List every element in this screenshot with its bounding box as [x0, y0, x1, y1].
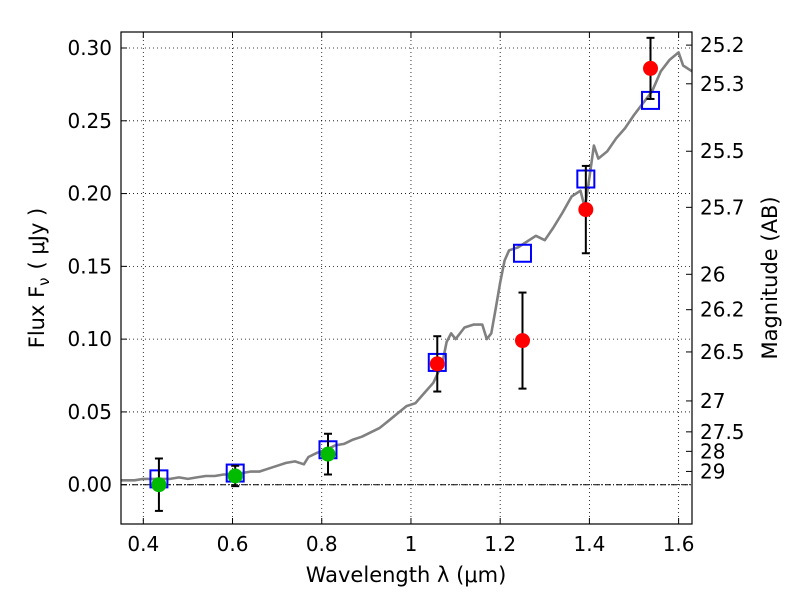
- plot-frame: [120, 31, 693, 525]
- model-photometry-square: [512, 243, 532, 263]
- observed-point: [227, 468, 243, 484]
- observed-point: [151, 477, 167, 493]
- x-tick-label: 1: [405, 532, 418, 556]
- y-tick-label: 0.25: [67, 109, 112, 133]
- mag-tick-label: 27.5: [700, 420, 745, 444]
- y-axis-label-group: Flux Fν ( μJy ): [25, 208, 53, 349]
- x-tick-label: 0.4: [127, 532, 159, 556]
- mag-tick-label: 29: [700, 459, 725, 483]
- plot-background: [121, 32, 692, 524]
- x-tick-label: 1.2: [484, 532, 516, 556]
- mag-tick-label: 25.5: [700, 139, 745, 163]
- observed-point: [643, 60, 659, 76]
- y-tick-label: 0.05: [67, 400, 112, 424]
- mag-tick-label: 26.2: [700, 298, 745, 322]
- observed-point: [429, 356, 445, 372]
- mag-tick-label: 25.7: [700, 195, 745, 219]
- y-tick-label: 0.15: [67, 254, 112, 278]
- series-layer: [121, 36, 693, 512]
- x-tick-label: 0.8: [306, 532, 338, 556]
- x-axis-label: Wavelength λ (μm): [306, 563, 507, 587]
- mag-tick-label: 28: [700, 439, 725, 463]
- y-tick-label: 0.10: [67, 327, 112, 351]
- mag-tick-label: 25.2: [700, 33, 745, 57]
- y2-axis-label: Magnitude (AB): [758, 196, 782, 359]
- y-tick-label: 0.20: [67, 182, 112, 206]
- mag-tick-label: 26: [700, 262, 725, 286]
- mag-tick-label: 27: [700, 389, 725, 413]
- x-tick-label: 0.6: [217, 532, 249, 556]
- y-axis-label-subscript: ν: [35, 277, 53, 285]
- observed-point: [514, 333, 530, 349]
- x-tick-label: 1.6: [663, 532, 695, 556]
- observed-point: [320, 446, 336, 462]
- ticks-layer: 0.4 0.6 0.8 1 1.2 1.4 1.6 0.00 0.05 0.10 0.15 0.20 0…: [67, 32, 745, 556]
- y-axis-label-unit: ( μJy ): [25, 208, 49, 270]
- y-axis-label-main: Flux F: [25, 286, 49, 348]
- y-tick-label: 0.00: [67, 473, 112, 497]
- mag-tick-label: 26.5: [700, 340, 745, 364]
- mag-tick-label: 25.3: [700, 72, 745, 96]
- x-tick-label: 1.4: [573, 532, 605, 556]
- y-tick-label: 0.30: [67, 36, 112, 60]
- y-axis-label: Flux Fν ( μJy ): [25, 208, 53, 349]
- observed-point: [578, 202, 594, 218]
